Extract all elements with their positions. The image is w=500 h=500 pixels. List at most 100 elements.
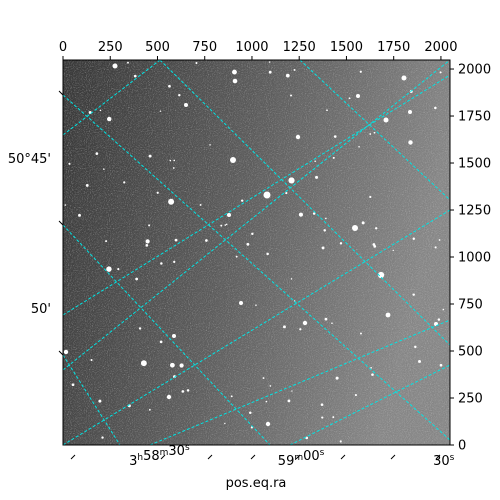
star: [68, 162, 71, 165]
star: [293, 68, 296, 71]
star: [268, 61, 271, 63]
bottom-tick: [340, 454, 346, 460]
star: [101, 436, 104, 439]
star: [335, 376, 339, 380]
left-dec-axis: 50°45' 50': [8, 90, 64, 356]
star: [331, 322, 333, 324]
dec-tick-label: 50': [31, 302, 51, 317]
star: [251, 232, 254, 236]
left-tick: [58, 90, 64, 96]
top-tick-label: 500: [145, 40, 170, 55]
bright-star: [227, 213, 231, 217]
right-tick-label: 1000: [458, 251, 491, 266]
ra-tick-label: 3h58m30s: [129, 443, 190, 469]
star: [298, 212, 303, 217]
star: [339, 242, 343, 245]
star: [358, 146, 360, 148]
star: [205, 239, 208, 242]
star: [127, 61, 129, 64]
bright-star: [401, 75, 407, 81]
star: [287, 399, 291, 403]
star: [288, 177, 295, 184]
star: [186, 389, 190, 392]
bright-star: [295, 134, 301, 140]
star: [148, 408, 151, 411]
grid-line: [159, 60, 450, 346]
bright-star: [184, 103, 188, 107]
image-panel: [62, 59, 451, 446]
star: [98, 399, 102, 403]
grid-line: [63, 354, 121, 445]
star: [64, 204, 67, 206]
bright-star: [166, 394, 172, 400]
star: [442, 308, 445, 311]
top-tick-label: 250: [98, 40, 123, 55]
bottom-tick: [70, 454, 76, 460]
star: [291, 390, 293, 392]
star: [174, 238, 178, 242]
bright-star: [408, 110, 412, 114]
star: [323, 229, 326, 232]
star: [326, 109, 328, 112]
star: [224, 422, 226, 425]
star: [320, 403, 324, 407]
top-tick-label: 750: [192, 40, 217, 55]
star: [375, 227, 378, 230]
star: [159, 110, 162, 112]
star: [408, 140, 413, 145]
grid-line: [63, 60, 161, 136]
star: [255, 304, 257, 306]
bright-star: [172, 334, 176, 338]
star: [354, 393, 357, 397]
star: [361, 221, 365, 225]
star: [106, 116, 112, 122]
star: [325, 217, 327, 220]
star: [377, 271, 385, 279]
star: [173, 159, 176, 162]
star: [105, 240, 108, 243]
star: [199, 203, 202, 206]
star: [172, 167, 175, 169]
star: [434, 246, 437, 249]
right-tick-label: 1250: [458, 204, 491, 219]
right-tick-label: 2000: [458, 63, 491, 78]
coordinate-grid: [63, 60, 450, 445]
star: [321, 246, 325, 250]
grid-line: [149, 319, 450, 445]
star: [348, 97, 351, 100]
star: [312, 212, 316, 215]
star: [392, 249, 394, 252]
star: [269, 385, 272, 387]
star: [262, 377, 265, 380]
x-axis-title: pos.eq.ra: [226, 476, 287, 491]
top-tick-label: 2000: [424, 40, 457, 55]
bright-star: [263, 191, 271, 199]
left-tick: [58, 220, 64, 226]
star: [99, 109, 102, 112]
right-pixel-axis: 0 250 500 750 1000 1250 1500 1750 2000: [450, 63, 491, 454]
bright-star: [230, 157, 236, 163]
star: [439, 363, 443, 367]
star: [369, 195, 372, 199]
bright-star: [239, 301, 243, 305]
grid-line: [299, 60, 450, 201]
star: [240, 199, 244, 202]
star: [246, 242, 250, 246]
star: [123, 181, 126, 184]
star: [106, 266, 112, 272]
bright-star: [383, 117, 389, 123]
bottom-tick: [207, 454, 213, 460]
star: [373, 245, 377, 248]
star: [290, 278, 293, 280]
ra-tick-label: 59m00s: [278, 448, 325, 469]
bottom-tick: [160, 454, 166, 460]
top-tick-label: 1250: [283, 40, 316, 55]
star: [265, 400, 268, 403]
star: [173, 260, 176, 264]
star: [168, 84, 171, 88]
star: [140, 360, 147, 367]
star: [71, 383, 75, 387]
star: [156, 191, 159, 194]
grid-line: [63, 60, 450, 371]
star-field: [63, 61, 445, 443]
